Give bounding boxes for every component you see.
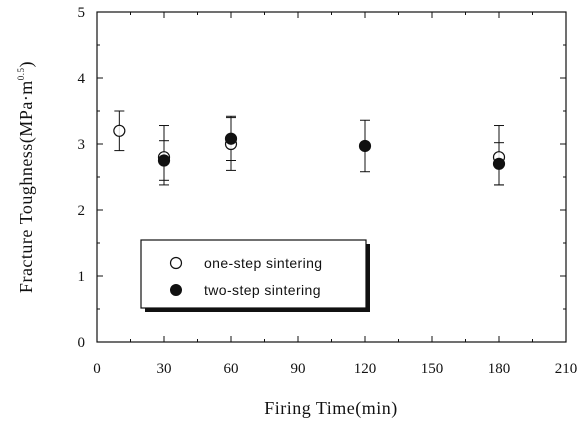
data-point-two-step xyxy=(492,157,506,170)
x-tick-label: 180 xyxy=(488,361,511,377)
x-axis-label: Firing Time(min) xyxy=(264,398,398,419)
y-axis-label-close: ) xyxy=(16,61,37,68)
y-tick-label: 5 xyxy=(78,5,86,21)
x-tick-label: 0 xyxy=(93,361,101,377)
data-point-two-step xyxy=(224,132,238,145)
x-tick-label: 150 xyxy=(421,361,444,377)
x-tick-label: 210 xyxy=(555,361,578,377)
legend-label-one-step: one-step sintering xyxy=(204,255,323,271)
legend-label-two-step: two-step sintering xyxy=(204,282,321,298)
data-point-one-step xyxy=(113,124,126,137)
x-tick-label: 90 xyxy=(291,361,306,377)
error-bars xyxy=(114,110,504,186)
x-tick-label: 30 xyxy=(157,361,172,377)
y-axis-label-exponent: 0.5 xyxy=(16,67,26,80)
y-axis-label-main: Fracture Toughness(MPa·m xyxy=(16,80,37,293)
x-tick-label: 60 xyxy=(224,361,239,377)
data-markers xyxy=(113,124,506,170)
legend-filled-circle-marker xyxy=(170,284,182,296)
legend-box xyxy=(140,239,367,309)
x-tick-label: 120 xyxy=(354,361,377,377)
y-axis-label: Fracture Toughness(MPa·m0.5) xyxy=(16,61,37,293)
axis-tick-labels: 0 30 60 90 120 150 180 210 0 1 2 3 4 5 xyxy=(78,5,578,377)
svg-text:Fracture Toughness(MPa·m0.5): Fracture Toughness(MPa·m0.5) xyxy=(16,61,37,293)
data-point-two-step xyxy=(157,154,171,167)
axis-ticks xyxy=(96,11,567,343)
y-tick-label: 4 xyxy=(78,71,86,87)
y-tick-label: 1 xyxy=(78,269,86,285)
y-tick-label: 2 xyxy=(78,203,86,219)
y-tick-label: 0 xyxy=(78,335,86,351)
data-point-two-step xyxy=(358,139,372,153)
legend: one-step sintering two-step sintering xyxy=(140,239,370,312)
y-tick-label: 3 xyxy=(78,137,86,153)
legend-open-circle-marker xyxy=(169,256,183,270)
